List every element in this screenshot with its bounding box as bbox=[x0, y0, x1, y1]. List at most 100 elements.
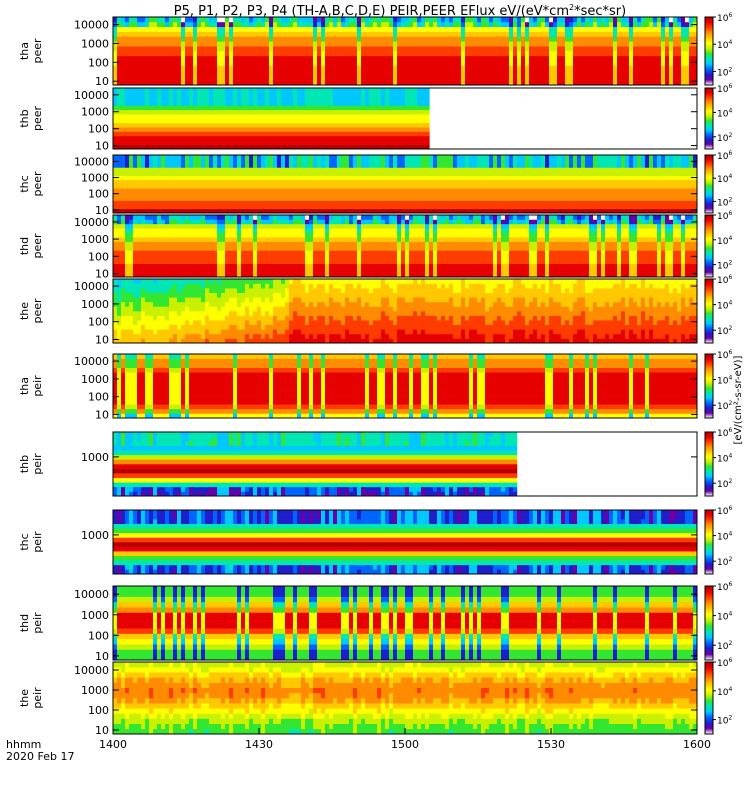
colorbar-tick-label: 104 bbox=[717, 686, 732, 698]
y-tick-label: 10000 bbox=[74, 155, 109, 168]
x-axis-label: hhmm bbox=[6, 738, 41, 751]
y-tick-label: 10 bbox=[95, 140, 109, 153]
panel-species-label: peer bbox=[31, 233, 44, 259]
colorbar-tick-label: 106 bbox=[717, 657, 732, 669]
colorbar-tick-label: 102 bbox=[717, 640, 732, 652]
panel-species-label: peer bbox=[31, 38, 44, 64]
colorbar-gradient bbox=[704, 16, 714, 86]
colorbar-tick-label: 104 bbox=[717, 235, 732, 247]
y-tick-label: 100 bbox=[88, 704, 109, 717]
y-tick-label: 100 bbox=[88, 123, 109, 136]
x-axis-date: 2020 Feb 17 bbox=[6, 750, 74, 763]
colorbar-tick-label: 106 bbox=[717, 581, 732, 593]
panel-probe-label: thc bbox=[18, 533, 31, 550]
panel-frame bbox=[112, 154, 698, 214]
y-tick-label: 10 bbox=[95, 333, 109, 346]
y-tick-label: 10 bbox=[95, 204, 109, 217]
heatmap-cells bbox=[113, 215, 697, 277]
y-tick-label: 100 bbox=[88, 250, 109, 263]
panel-thb-peer: 10 100 1000 10000 thb peer 102 104 106 bbox=[18, 83, 732, 153]
panel-probe-label: the bbox=[18, 689, 31, 707]
y-tick-label: 10000 bbox=[74, 355, 109, 368]
colorbar-tick-label: 106 bbox=[717, 83, 732, 95]
panel-species-label: peir bbox=[31, 531, 44, 553]
panel-species-label: peir bbox=[31, 612, 44, 634]
panel-tha-peir: 10 100 1000 10000 tha peir 102 104 106 bbox=[18, 349, 732, 421]
heatmap-cells bbox=[113, 662, 697, 734]
panel-tha-peer: 10 100 1000 10000 tha peer 102 104 106 bbox=[18, 12, 732, 88]
colorbar: 102 104 106 bbox=[704, 657, 732, 735]
panel-probe-label: the bbox=[18, 302, 31, 320]
y-tick-label: 10000 bbox=[74, 89, 109, 102]
heatmap-cells bbox=[113, 17, 697, 85]
panel-thc-peer: 10 100 1000 10000 thc peer 102 104 106 bbox=[18, 150, 732, 217]
colorbar: 102 104 106 bbox=[704, 505, 732, 575]
y-tick-label: 10 bbox=[95, 650, 109, 663]
figure-title: P5, P1, P2, P3, P4 (TH-A,B,C,D,E) PEIR,P… bbox=[174, 3, 626, 19]
y-tick-label: 100 bbox=[88, 629, 109, 642]
colorbar-tick-label: 104 bbox=[717, 107, 732, 119]
panel-thc-peir: 1000 thc peir 102 104 106 bbox=[18, 505, 732, 575]
x-tick-label: 1530 bbox=[537, 738, 565, 751]
panel-probe-label: thc bbox=[18, 175, 31, 192]
y-tick-label: 100 bbox=[88, 188, 109, 201]
colorbar-tick-label: 102 bbox=[717, 325, 732, 337]
colorbar-tick-label: 102 bbox=[717, 715, 732, 727]
panel-frame bbox=[112, 509, 698, 575]
colorbar-tick-label: 102 bbox=[717, 196, 732, 208]
colorbar-tick-label: 102 bbox=[717, 132, 732, 144]
panel-frame bbox=[112, 278, 698, 344]
x-tick-label: 1500 bbox=[391, 738, 419, 751]
y-tick-label: 1000 bbox=[81, 233, 109, 246]
colorbar: 102 104 106 bbox=[704, 210, 732, 278]
y-tick-label: 10 bbox=[95, 724, 109, 737]
heatmap-cells bbox=[113, 510, 697, 574]
panel-frame bbox=[112, 353, 698, 419]
y-tick-label: 10 bbox=[95, 268, 109, 281]
y-tick-label: 1000 bbox=[81, 37, 109, 50]
y-tick-label: 1000 bbox=[81, 684, 109, 697]
heatmap-cells bbox=[113, 586, 697, 660]
colorbar-tick-label: 104 bbox=[717, 611, 732, 623]
panel-frame bbox=[112, 214, 698, 278]
panel-probe-label: thb bbox=[18, 109, 31, 127]
colorbar-tick-label: 106 bbox=[717, 505, 732, 517]
colorbar-tick-label: 106 bbox=[717, 210, 732, 222]
heatmap-cells bbox=[113, 432, 518, 496]
panel-the-peir: 10 100 1000 10000 the peir 102 104 106 bbox=[18, 657, 732, 737]
panel-probe-label: thb bbox=[18, 455, 31, 473]
panel-probe-label: thd bbox=[18, 614, 31, 632]
colorbar-gradient bbox=[704, 431, 714, 497]
x-tick-label: 1430 bbox=[245, 738, 273, 751]
colorbar-tick-label: 106 bbox=[717, 274, 732, 286]
colorbar-tick-label: 102 bbox=[717, 478, 732, 490]
panel-species-label: peer bbox=[31, 106, 44, 132]
y-tick-label: 1000 bbox=[81, 451, 109, 464]
y-tick-label: 1000 bbox=[81, 529, 109, 542]
colorbar-gradient bbox=[704, 154, 714, 214]
x-tick-label: 1400 bbox=[99, 738, 127, 751]
colorbar-tick-label: 106 bbox=[717, 12, 732, 24]
y-tick-label: 10000 bbox=[74, 588, 109, 601]
heatmap-cells bbox=[113, 354, 697, 418]
y-tick-label: 10000 bbox=[74, 216, 109, 229]
panel-species-label: peer bbox=[31, 171, 44, 197]
colorbar-gradient bbox=[704, 353, 714, 419]
colorbar-gradient bbox=[704, 585, 714, 661]
y-tick-label: 1000 bbox=[81, 106, 109, 119]
y-tick-label: 1000 bbox=[81, 298, 109, 311]
x-tick-label: 1600 bbox=[683, 738, 711, 751]
panel-species-label: peer bbox=[31, 298, 44, 324]
panel-frame bbox=[112, 87, 698, 150]
panel-thd-peir: 10 100 1000 10000 thd peir 102 104 106 bbox=[18, 581, 732, 663]
colorbar-tick-label: 104 bbox=[717, 173, 732, 185]
y-tick-label: 1000 bbox=[81, 609, 109, 622]
panel-frame bbox=[112, 16, 698, 86]
colorbar-tick-label: 106 bbox=[717, 349, 732, 361]
colorbar: 102 104 106 bbox=[704, 349, 732, 419]
panel-frame bbox=[112, 585, 698, 661]
y-tick-label: 10 bbox=[95, 408, 109, 421]
